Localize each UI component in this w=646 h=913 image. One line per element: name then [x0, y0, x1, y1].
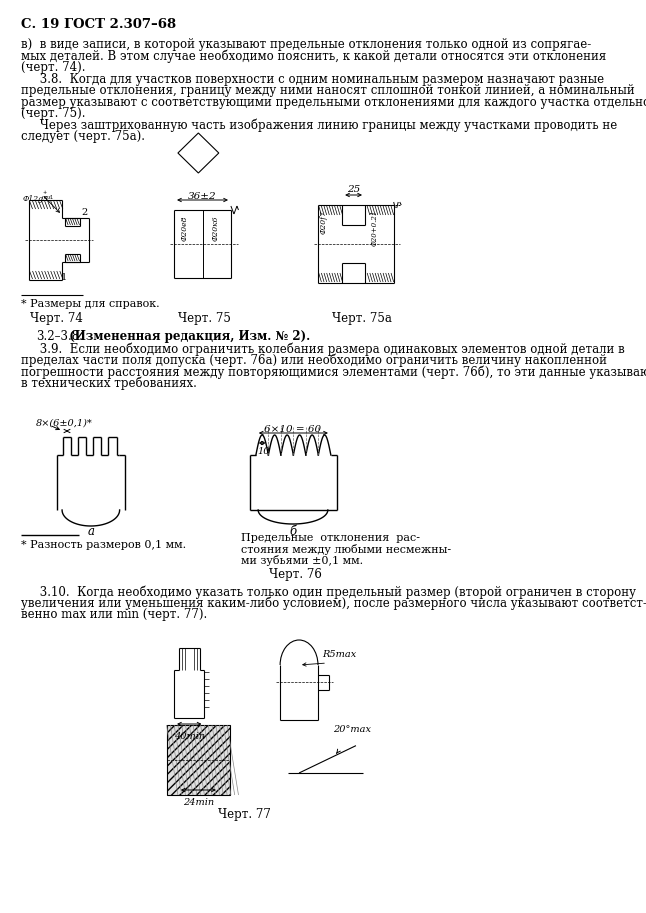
Text: (черт. 74).: (черт. 74). — [21, 61, 86, 74]
Text: 3.10.  Когда необходимо указать только один предельный размер (второй ограничен : 3.10. Когда необходимо указать только од… — [21, 585, 636, 599]
Text: стояния между любыми несмежны-: стояния между любыми несмежны- — [241, 544, 451, 555]
Text: Черт. 76: Черт. 76 — [269, 568, 322, 581]
Text: Предельные  отклонения  рас-: Предельные отклонения рас- — [241, 533, 420, 543]
Text: 3.2–3.8.: 3.2–3.8. — [36, 330, 83, 343]
Text: Черт. 77: Черт. 77 — [218, 808, 271, 821]
Text: * Разность размеров 0,1 мм.: * Разность размеров 0,1 мм. — [21, 540, 186, 550]
Text: 3.8.  Когда для участков поверхности с одним номинальным размером назначают разн: 3.8. Когда для участков поверхности с од… — [21, 72, 604, 86]
Text: Ф20+0.21: Ф20+0.21 — [371, 210, 379, 247]
Text: 36±2: 36±2 — [188, 192, 216, 201]
Bar — [167, 725, 230, 795]
Polygon shape — [178, 133, 219, 173]
Text: R5max: R5max — [322, 650, 356, 659]
Text: Черт. 75а: Черт. 75а — [332, 312, 392, 325]
Text: 3.9.  Если необходимо ограничить колебания размера одинаковых элементов одной де: 3.9. Если необходимо ограничить колебани… — [21, 342, 625, 355]
Text: предельные отклонения, границу между ними наносят сплошной тонкой линией, а номи: предельные отклонения, границу между ним… — [21, 84, 635, 97]
Text: 10: 10 — [257, 447, 270, 456]
Text: 1: 1 — [61, 273, 67, 282]
Text: Через заштрихованную часть изображения линию границы между участками проводить н: Через заштрихованную часть изображения л… — [21, 119, 618, 132]
Text: (черт. 75).: (черт. 75). — [21, 107, 86, 120]
Text: увеличения или уменьшения каким-либо условием), после размерного числа указывают: увеличения или уменьшения каким-либо усл… — [21, 596, 646, 610]
Text: 24min: 24min — [183, 798, 214, 807]
Text: $^+_{поз1}$: $^+_{поз1}$ — [41, 190, 54, 203]
Text: в)  в виде записи, в которой указывают предельные отклонения только одной из соп: в) в виде записи, в которой указывают пр… — [21, 38, 592, 51]
Text: (Измененная редакция, Изм. № 2).: (Измененная редакция, Изм. № 2). — [61, 330, 310, 343]
Text: С. 19 ГОСТ 2.307–68: С. 19 ГОСТ 2.307–68 — [21, 18, 176, 31]
Text: 20°max: 20°max — [333, 725, 371, 734]
Text: * Размеры для справок.: * Размеры для справок. — [21, 299, 160, 309]
Text: 8×(6±0,1)*: 8×(6±0,1)* — [36, 419, 92, 428]
Bar — [167, 725, 231, 795]
Text: ми зубьями ±0,1 мм.: ми зубьями ±0,1 мм. — [241, 555, 363, 566]
Text: пределах части поля допуска (черт. 76а) или необходимо ограничить величину накоп: пределах части поля допуска (черт. 76а) … — [21, 353, 607, 367]
Text: размер указывают с соответствующими предельными отклонениями для каждого участка: размер указывают с соответствующими пред… — [21, 96, 646, 109]
Text: венно max или min (черт. 77).: венно max или min (черт. 77). — [21, 608, 207, 621]
Text: 40min: 40min — [174, 732, 205, 741]
Text: 25: 25 — [347, 185, 360, 194]
Text: б: б — [289, 525, 297, 538]
Text: Черт. 75: Черт. 75 — [178, 312, 231, 325]
Text: в технических требованиях.: в технических требованиях. — [21, 376, 197, 390]
Text: Ф12g5: Ф12g5 — [23, 195, 48, 203]
Text: 2: 2 — [82, 208, 88, 217]
Text: Ф20к6: Ф20к6 — [212, 215, 220, 240]
Text: Черт. 74: Черт. 74 — [30, 312, 83, 325]
Text: погрешности расстояния между повторяющимися элементами (черт. 76б), то эти данны: погрешности расстояния между повторяющим… — [21, 365, 646, 379]
Text: следует (черт. 75а).: следует (черт. 75а). — [21, 130, 145, 143]
Text: мых деталей. В этом случае необходимо пояснить, к какой детали относятся эти отк: мых деталей. В этом случае необходимо по… — [21, 49, 607, 63]
Text: а: а — [87, 525, 94, 538]
Text: Ф20е8: Ф20е8 — [181, 215, 189, 240]
Text: 6×10 = 60: 6×10 = 60 — [264, 425, 322, 434]
Text: Ф20f7: Ф20f7 — [320, 210, 328, 234]
